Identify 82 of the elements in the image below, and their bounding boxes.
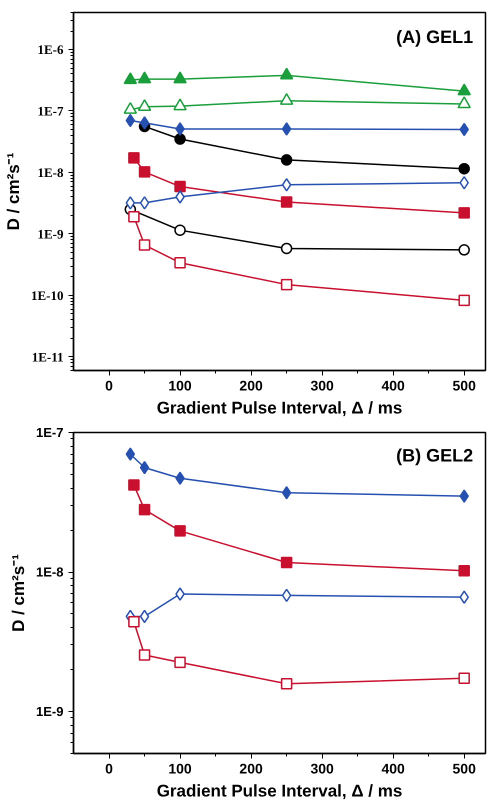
point [457, 96, 471, 108]
x-axis-title: Gradient Pulse Interval, Δ / ms [156, 782, 402, 800]
point [457, 83, 471, 96]
x-tick-label: 100 [168, 378, 192, 394]
point [280, 154, 292, 166]
point [458, 244, 470, 256]
y-tick-label: 1E-7 [36, 425, 64, 440]
y-tick-label: 1E-8 [38, 164, 64, 180]
y-tick-label: 1E-9 [36, 704, 64, 720]
point [138, 239, 150, 251]
point [126, 447, 136, 461]
point [128, 152, 140, 164]
point [459, 122, 469, 136]
point [458, 294, 470, 306]
point [174, 180, 186, 192]
y-tick-label: 1E-8 [36, 564, 64, 580]
y-axis-title: D / cm²s⁻¹ [9, 554, 28, 632]
text: (B) GEL2 [396, 445, 474, 466]
point [459, 489, 469, 503]
point [174, 656, 186, 668]
x-tick-label: 500 [452, 378, 476, 394]
x-tick-label: 400 [381, 378, 406, 394]
text: (A) GEL1 [396, 26, 474, 47]
point [280, 278, 292, 290]
x-tick-label: 300 [310, 378, 334, 394]
point [280, 242, 292, 254]
x-tick-label: 0 [105, 378, 114, 394]
point [128, 616, 140, 628]
point [173, 71, 187, 84]
point [175, 122, 185, 136]
point [138, 71, 152, 84]
point [140, 610, 150, 624]
point [124, 102, 138, 114]
point [458, 565, 470, 577]
x-tick-label: 200 [239, 378, 263, 394]
x-tick-label: 200 [239, 760, 263, 776]
y-tick-label: 1E-6 [38, 42, 64, 58]
point [140, 460, 150, 474]
x-tick-label: 300 [310, 760, 334, 776]
point [459, 590, 469, 604]
point [280, 678, 292, 690]
point [174, 224, 186, 236]
x-axis-title: Gradient Pulse Interval, Δ / ms [156, 398, 402, 418]
point [174, 525, 186, 537]
point [138, 99, 152, 111]
x-tick-label: 500 [452, 760, 476, 776]
point [173, 98, 187, 110]
point [174, 256, 186, 268]
point [280, 68, 294, 80]
point [282, 178, 292, 192]
x-tick-label: 0 [105, 760, 114, 776]
point [138, 166, 150, 178]
point [282, 588, 292, 602]
point [140, 196, 150, 210]
point [459, 176, 469, 190]
x-tick-label: 100 [168, 760, 192, 776]
x-tick-label: 400 [381, 760, 406, 776]
point [282, 122, 292, 136]
point [458, 162, 470, 174]
point [128, 479, 140, 491]
point [124, 72, 138, 84]
y-axis-title: D / cm²s⁻¹ [4, 152, 23, 230]
point [280, 196, 292, 208]
point [458, 672, 470, 684]
y-tick-label: 1E-10 [31, 288, 64, 303]
point [458, 207, 470, 219]
point [126, 114, 136, 128]
point [175, 190, 185, 204]
y-tick-label: 1E-11 [32, 349, 64, 364]
point [280, 93, 294, 105]
point [282, 486, 292, 500]
point [175, 587, 185, 601]
point [126, 196, 136, 210]
point [138, 504, 150, 516]
point [140, 116, 150, 130]
point [174, 133, 186, 145]
y-tick-label: 1E-7 [38, 103, 64, 118]
point [128, 211, 140, 223]
point [138, 649, 150, 661]
y-tick-label: 1E-9 [38, 226, 64, 242]
point [175, 471, 185, 485]
point [280, 556, 292, 568]
